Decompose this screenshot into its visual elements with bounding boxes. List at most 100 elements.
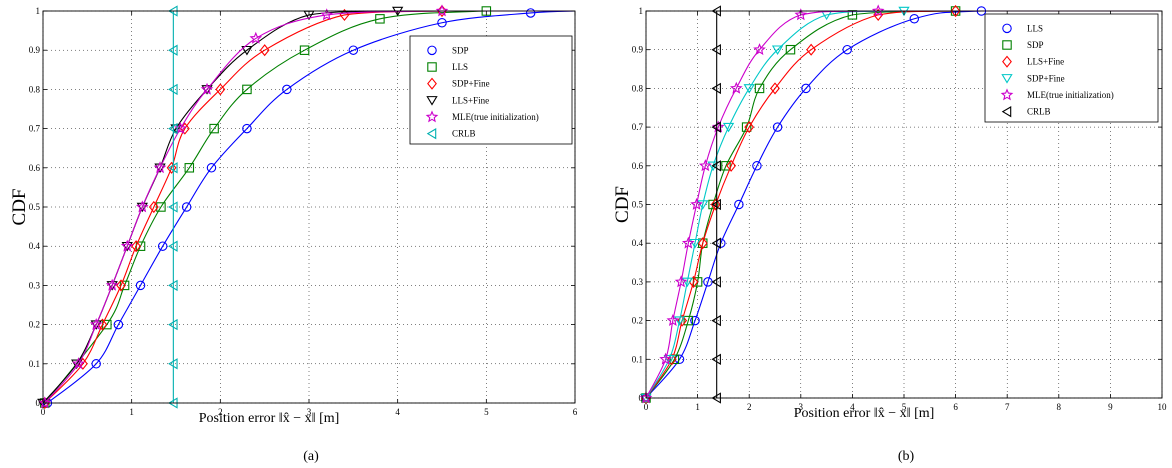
legend-item: LLS xyxy=(1002,23,1043,34)
legend-marker xyxy=(1001,74,1013,84)
data-point xyxy=(181,202,192,212)
data-point xyxy=(168,162,178,174)
data-point xyxy=(689,238,701,249)
data-point xyxy=(722,122,735,133)
data-point xyxy=(166,161,177,174)
data-point xyxy=(753,43,766,56)
y-axis-label: CDF xyxy=(612,186,633,223)
data-point xyxy=(131,240,142,253)
data-point xyxy=(184,163,195,173)
y-tick-label: 0.4 xyxy=(632,238,644,248)
data-point xyxy=(711,82,721,95)
data-point xyxy=(711,314,721,327)
data-point xyxy=(320,8,334,21)
data-point xyxy=(206,163,217,173)
y-tick-label: 0.3 xyxy=(29,280,41,290)
series-group xyxy=(639,4,1162,405)
data-point xyxy=(794,8,808,21)
series-sdp xyxy=(42,8,576,408)
data-point xyxy=(156,202,166,212)
y-tick-label: 1 xyxy=(36,6,41,16)
data-point xyxy=(909,13,920,24)
data-point xyxy=(113,319,124,330)
legend-marker xyxy=(1002,55,1012,68)
x-tick-label: 3 xyxy=(307,407,312,417)
x-axis-label: Position error ‖x̂ − x‖ [m] xyxy=(794,406,935,421)
y-tick-label: 0.1 xyxy=(632,354,643,364)
data-point xyxy=(708,199,718,210)
y-axis-label: CDF xyxy=(9,189,30,226)
legend-item: LLS+Fine xyxy=(1002,55,1064,68)
x-tick-label: 2 xyxy=(218,407,223,417)
panel-caption: (b) xyxy=(898,449,915,464)
data-point xyxy=(168,122,178,135)
data-point xyxy=(215,83,226,96)
data-point xyxy=(801,83,811,94)
data-point xyxy=(743,84,755,94)
legend-item: CRLB xyxy=(426,127,476,140)
data-point xyxy=(105,278,119,291)
series-line xyxy=(44,10,575,404)
data-point xyxy=(697,200,709,210)
x-tick-label: 1 xyxy=(129,407,134,417)
data-point xyxy=(683,315,694,326)
data-point xyxy=(711,237,721,249)
data-point xyxy=(348,45,359,55)
series-mle-true-initialization- xyxy=(38,4,575,409)
y-tick-label: 0.2 xyxy=(632,316,643,326)
data-point xyxy=(666,313,680,326)
data-point xyxy=(153,161,167,174)
x-tick-label: 1 xyxy=(695,402,700,412)
x-tick-label: 3 xyxy=(799,402,804,412)
legend-marker xyxy=(425,110,439,123)
data-point xyxy=(119,280,130,291)
ticks: 0 1 2 3 4 5 6 7 8 9 10 0 0.1 0.2 0.3 0.4 0.5 0.6 0.7 0.8 0.9… xyxy=(632,6,1167,412)
x-tick-label: 4 xyxy=(395,407,400,417)
data-point xyxy=(690,197,703,210)
data-point xyxy=(726,159,737,172)
data-point xyxy=(116,279,126,292)
legend-label: MLE(true initialization) xyxy=(452,112,539,122)
legend-label: CRLB xyxy=(1027,107,1051,117)
y-tick-label: 0.6 xyxy=(29,163,41,173)
data-point xyxy=(770,82,780,95)
data-point xyxy=(674,275,688,288)
data-point xyxy=(690,315,700,326)
data-point xyxy=(681,277,693,288)
data-point xyxy=(242,84,252,95)
legend-label: LLS+Fine xyxy=(452,95,489,105)
x-tick-label: 2 xyxy=(747,402,752,412)
data-point xyxy=(135,280,146,291)
data-point xyxy=(699,159,712,172)
data-point xyxy=(721,161,731,171)
legend-marker xyxy=(1002,23,1012,34)
data-point xyxy=(168,44,178,56)
legend-marker xyxy=(426,127,437,140)
y-tick-label: 0.7 xyxy=(632,122,644,132)
data-point xyxy=(168,279,178,292)
y-tick-label: 0.3 xyxy=(632,277,644,287)
data-point xyxy=(157,241,168,251)
data-point xyxy=(72,357,85,370)
series-crlb xyxy=(711,5,721,404)
data-point xyxy=(663,355,675,365)
data-point xyxy=(89,317,103,330)
panel-caption: (a) xyxy=(303,449,319,464)
y-tick-label: 0.1 xyxy=(29,359,40,369)
data-point xyxy=(168,201,178,213)
chart-panel-2: 0 1 2 3 4 5 6 7 8 9 10 0 0.1 0.2 0.3 0.4 0.5 0.6 0.7 0.8 0.9… xyxy=(612,4,1167,464)
ticks: 0 1 2 3 4 5 6 0 0.1 0.2 0.3 0.4 0.5 0.6 0.7 0.8 0.9 1 xyxy=(29,6,578,417)
legend-marker xyxy=(1000,88,1014,101)
data-point xyxy=(771,45,784,55)
data-point xyxy=(744,121,755,134)
data-point xyxy=(375,14,385,24)
y-tick-label: 0.8 xyxy=(632,83,644,93)
y-tick-label: 1 xyxy=(639,6,644,16)
data-point xyxy=(707,161,719,172)
legend-item: SDP+Fine xyxy=(427,77,490,90)
series-line xyxy=(47,10,576,404)
series-line xyxy=(645,10,1162,399)
data-point xyxy=(710,198,721,211)
data-point xyxy=(249,31,263,44)
legend-marker xyxy=(426,96,438,106)
